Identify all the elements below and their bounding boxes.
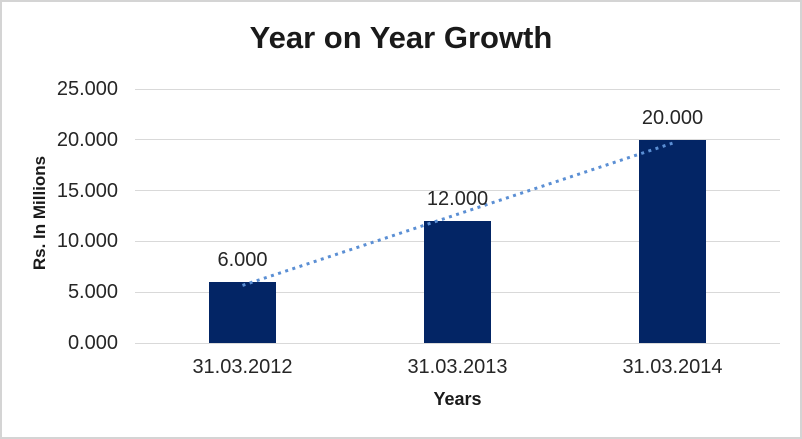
y-axis-tick-label: 15.000 [56, 179, 118, 202]
y-axis-title: Rs. In Millions [30, 155, 49, 271]
x-axis-tick-label: 31.03.2013 [407, 356, 508, 378]
y-axis-tick-label: 25.000 [56, 78, 118, 100]
bar-31.03.2012 [209, 282, 276, 343]
gridline [135, 342, 780, 344]
chart-title: Year on Year Growth [249, 20, 553, 55]
gridline [135, 139, 780, 141]
bar-31.03.2013 [424, 221, 491, 343]
x-axis-tick-label: 31.03.2012 [192, 356, 293, 378]
bar-data-label: 20.000 [641, 106, 704, 129]
y-axis-tick-label: 10.000 [56, 230, 118, 253]
y-axis-tick-label: 0.000 [67, 332, 118, 354]
y-axis-tick-label: 20.000 [56, 128, 118, 151]
y-axis-tick-label: 5.000 [67, 281, 118, 304]
bar-data-label: 6.000 [217, 249, 268, 272]
gridline [135, 88, 780, 90]
x-axis-tick-label: 31.03.2014 [622, 356, 723, 378]
bar-data-label: 12.000 [426, 188, 489, 211]
x-axis-title: Years [433, 389, 482, 409]
bar-31.03.2014 [639, 139, 706, 343]
